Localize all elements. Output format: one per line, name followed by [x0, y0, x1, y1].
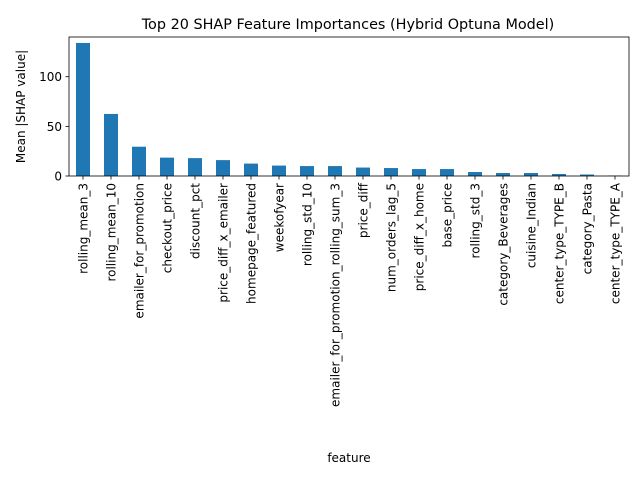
- x-tick-label: rolling_std_3: [469, 183, 483, 258]
- y-axis-label: Mean |SHAP value|: [14, 50, 28, 163]
- x-tick-label: base_price: [441, 183, 455, 247]
- bar-base_price: [440, 169, 454, 176]
- bar-rolling_std_3: [468, 172, 482, 176]
- x-tick-label: price_diff_x_home: [413, 183, 427, 291]
- bar-category_Beverages: [496, 173, 510, 176]
- x-tick-group: rolling_mean_3 rolling_mean_10 emailer_for…: [77, 176, 623, 407]
- y-tick-group: 0 50 100: [39, 70, 69, 183]
- x-axis-label: feature: [327, 451, 370, 465]
- chart-title: Top 20 SHAP Feature Importances (Hybrid …: [141, 17, 555, 33]
- x-tick-label: emailer_for_promotion: [133, 183, 147, 319]
- x-tick-label: num_orders_lag_5: [385, 183, 399, 292]
- bar-homepage_featured: [244, 164, 258, 176]
- x-tick-label: cuisine_Indian: [525, 183, 539, 268]
- bar-price_diff: [356, 168, 370, 176]
- x-tick-label: rolling_std_10: [301, 183, 315, 266]
- bar-weekofyear: [272, 166, 286, 176]
- bar-emailer_for_promotion_rolling_sum_3: [328, 166, 342, 176]
- x-tick-label: category_Pasta: [581, 183, 595, 274]
- x-tick-label: rolling_mean_3: [77, 183, 91, 274]
- bar-price_diff_x_home: [412, 169, 426, 176]
- x-tick-label: price_diff_x_emailer: [217, 183, 231, 303]
- x-tick-label: emailer_for_promotion_rolling_sum_3: [329, 183, 343, 407]
- x-tick-label: homepage_featured: [245, 183, 259, 304]
- x-tick-label: center_type_TYPE_A: [609, 182, 623, 304]
- y-tick-label: 50: [47, 120, 62, 134]
- x-tick-label: checkout_price: [161, 183, 175, 273]
- y-tick-label: 0: [54, 170, 62, 184]
- x-tick-label: discount_pct: [189, 183, 203, 259]
- bar-emailer_for_promotion: [132, 147, 146, 176]
- x-tick-label: rolling_mean_10: [105, 183, 119, 282]
- bar-num_orders_lag_5: [384, 168, 398, 176]
- bar-rolling_std_10: [300, 166, 314, 176]
- bar-discount_pct: [188, 158, 202, 176]
- bar-price_diff_x_emailer: [216, 160, 230, 176]
- bar-rolling_mean_3: [76, 43, 90, 176]
- x-tick-label: price_diff: [357, 182, 371, 238]
- bar-cuisine_Indian: [524, 173, 538, 176]
- bar-checkout_price: [160, 158, 174, 176]
- bars-group: [76, 43, 622, 176]
- x-tick-label: center_type_TYPE_B: [553, 183, 567, 304]
- x-tick-label: category_Beverages: [497, 183, 511, 306]
- bar-rolling_mean_10: [104, 114, 118, 176]
- axes-frame: [69, 37, 629, 176]
- x-tick-label: weekofyear: [273, 183, 287, 252]
- y-tick-label: 100: [39, 70, 62, 84]
